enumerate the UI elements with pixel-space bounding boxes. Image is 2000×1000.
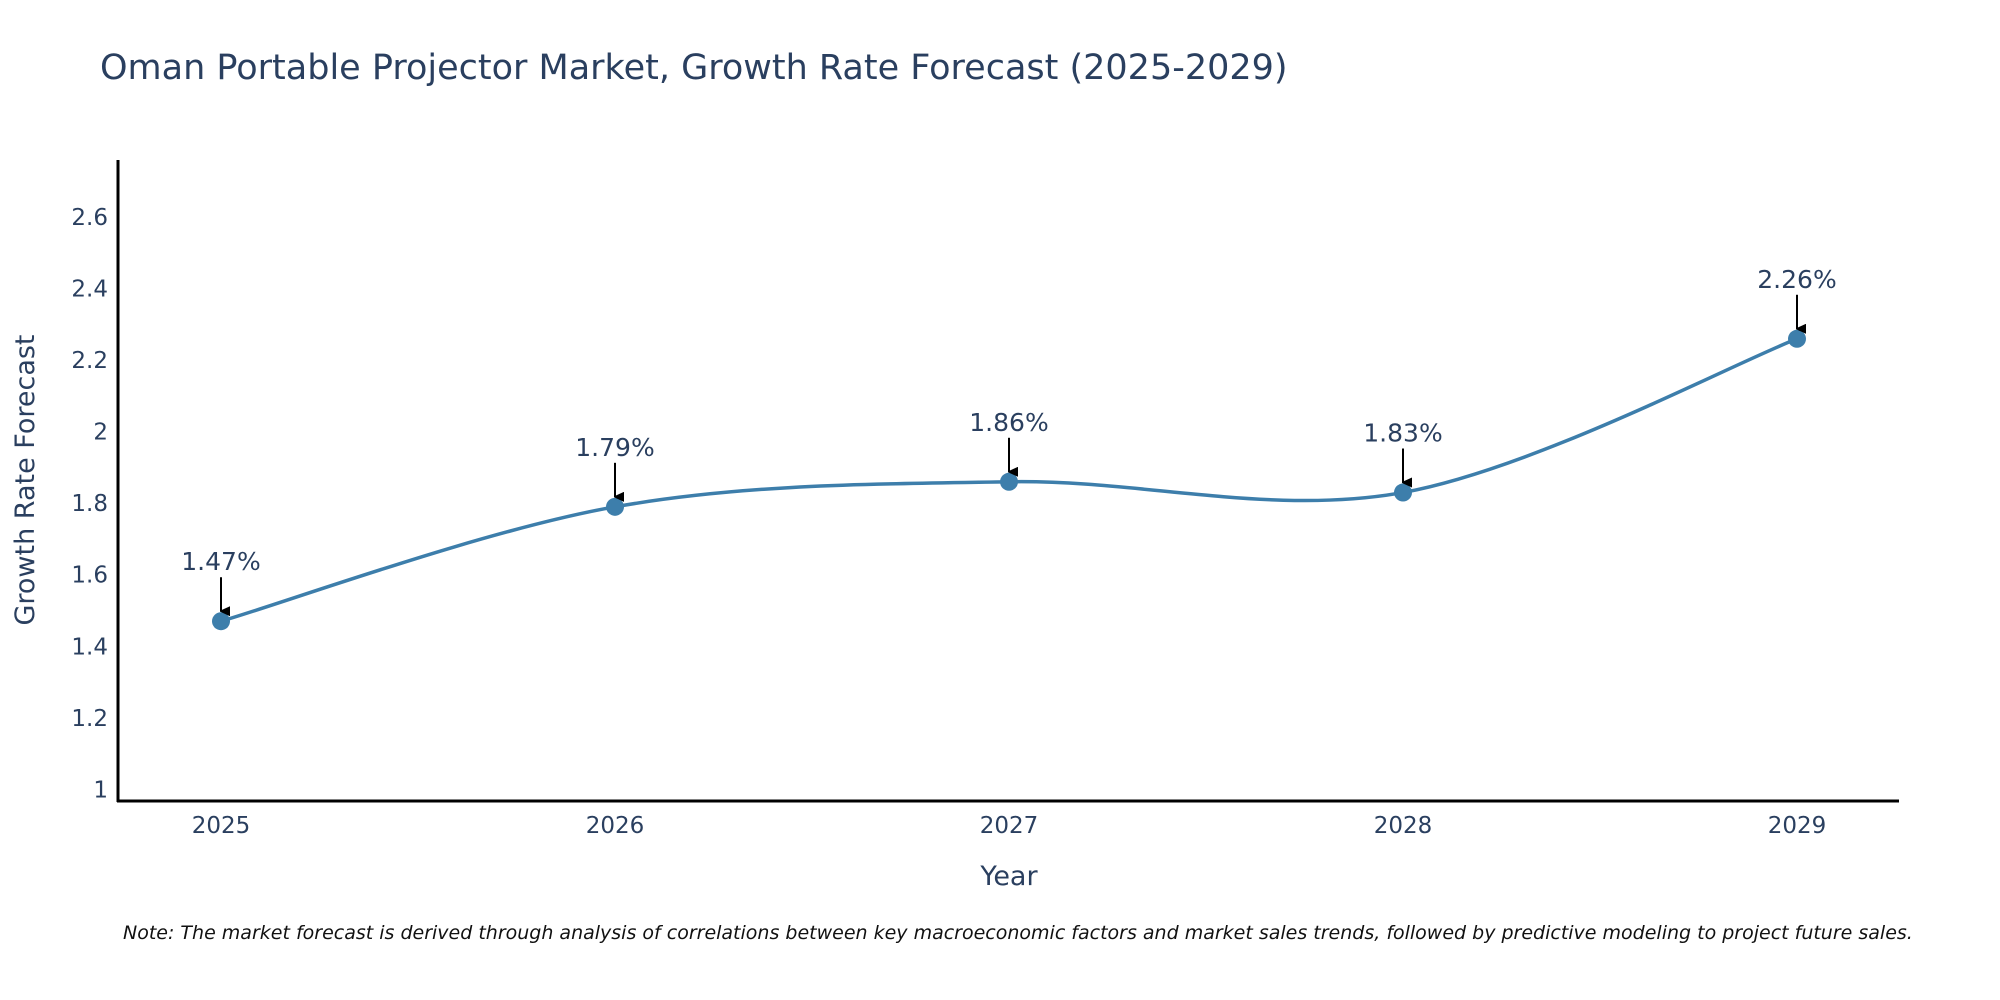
chart-note: Note: The market forecast is derived thr… [123,922,1913,944]
y-axis-title: Growth Rate Forecast [10,334,41,625]
data-point-2027 [1000,472,1018,491]
y-tick-label: 2.4 [71,277,108,303]
data-label: 1.47% [181,547,260,576]
data-point-2028 [1394,483,1412,502]
y-tick-label: 2.6 [71,205,108,231]
data-label: 1.86% [969,408,1048,437]
x-tick-label: 2028 [1374,813,1433,839]
y-tick-label: 2 [93,420,108,446]
data-label: 1.79% [575,433,654,462]
x-tick-label: 2026 [586,813,645,839]
x-tick-label: 2029 [1768,813,1827,839]
x-tick-label: 2025 [192,813,251,839]
y-tick-label: 1.8 [71,491,108,517]
data-label: 2.26% [1757,265,1836,294]
y-tick-label: 1.6 [71,563,108,589]
data-point-2029 [1788,329,1806,348]
data-point-2026 [606,497,624,516]
x-tick-label: 2027 [980,813,1039,839]
x-axis-title: Year [979,861,1038,892]
y-tick-label: 1 [93,777,108,803]
data-label: 1.83% [1363,419,1442,448]
y-tick-label: 2.2 [71,348,108,374]
y-axis-ticks: 1 1.2 1.4 1.6 1.8 2 2.2 2.4 2.6 [71,205,108,803]
data-annotations: 1.47% 1.79% 1.86% 1.83% 2.26% [181,265,1837,611]
data-point-2025 [212,612,230,631]
y-tick-label: 1.4 [71,634,108,660]
y-tick-label: 1.2 [71,706,108,732]
x-axis-ticks: 2025 2026 2027 2028 2029 [192,813,1827,839]
chart-title: Oman Portable Projector Market, Growth R… [100,48,1288,88]
data-markers [212,329,1806,631]
